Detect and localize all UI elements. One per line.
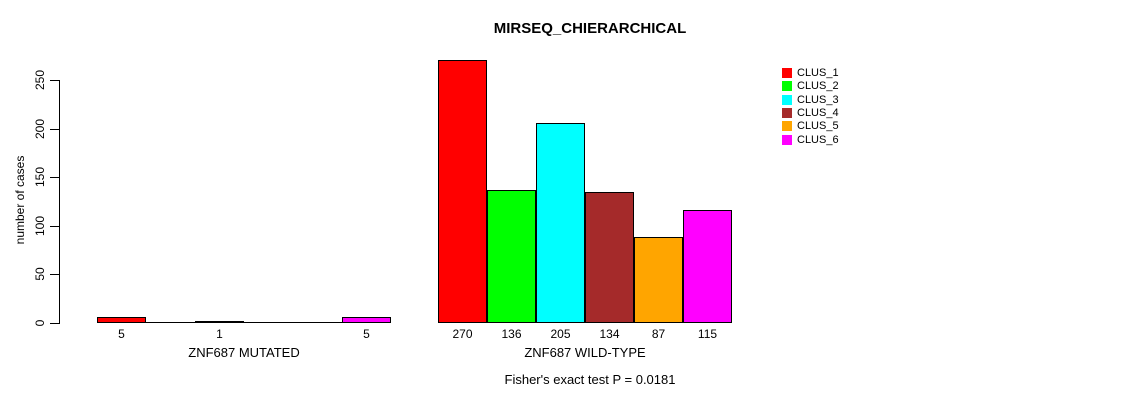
legend-swatch-clus-4 — [782, 108, 792, 118]
legend-item-clus-5: CLUS_5 — [782, 119, 839, 133]
y-tick-label-150: 150 — [33, 166, 47, 188]
bar-wild-type-clus-4 — [585, 192, 634, 323]
y-tick-100 — [50, 226, 59, 227]
y-tick-label-250: 250 — [33, 69, 47, 91]
legend-label-clus-5: CLUS_5 — [797, 120, 839, 132]
y-tick-label-200: 200 — [33, 118, 47, 140]
bar-count-wild-type-clus-4: 134 — [599, 327, 620, 341]
bar-count-wild-type-clus-3: 205 — [550, 327, 571, 341]
y-tick-label-50: 50 — [33, 267, 47, 281]
legend-swatch-clus-3 — [782, 95, 792, 105]
y-tick-150 — [50, 177, 59, 178]
legend-label-clus-3: CLUS_3 — [797, 94, 839, 106]
bar-count-wild-type-clus-1: 270 — [452, 327, 473, 341]
legend-label-clus-2: CLUS_2 — [797, 80, 839, 92]
legend-label-clus-1: CLUS_1 — [797, 67, 839, 79]
legend-item-clus-4: CLUS_4 — [782, 106, 839, 120]
chart-title: MIRSEQ_CHIERARCHICAL — [493, 20, 687, 37]
bar-count-mutated-clus-3: 1 — [216, 327, 223, 341]
bar-wild-type-clus-3 — [536, 123, 585, 323]
y-tick-0 — [50, 323, 59, 324]
stat-test-note: Fisher's exact test P = 0.0181 — [504, 372, 676, 387]
y-tick-250 — [50, 80, 59, 81]
legend-swatch-clus-1 — [782, 68, 792, 78]
bar-count-mutated-clus-6: 5 — [363, 327, 370, 341]
bar-count-wild-type-clus-5: 87 — [651, 327, 666, 341]
group-label-mutated: ZNF687 MUTATED — [188, 345, 300, 360]
legend-item-clus-3: CLUS_3 — [782, 93, 839, 107]
y-axis-line — [59, 80, 60, 324]
y-tick-label-0: 0 — [33, 319, 47, 327]
bar-mutated-clus-1 — [97, 317, 146, 323]
legend-swatch-clus-5 — [782, 121, 792, 131]
bar-wild-type-clus-1 — [438, 60, 487, 323]
baseline-mutated — [97, 322, 391, 323]
y-tick-200 — [50, 129, 59, 130]
y-axis-label: number of cases — [13, 155, 27, 245]
bar-count-wild-type-clus-2: 136 — [501, 327, 522, 341]
bar-mutated-clus-6 — [342, 317, 391, 323]
bar-wild-type-clus-2 — [487, 190, 536, 323]
legend-label-clus-4: CLUS_4 — [797, 107, 839, 119]
legend-swatch-clus-2 — [782, 81, 792, 91]
y-tick-50 — [50, 274, 59, 275]
bar-count-wild-type-clus-6: 115 — [697, 327, 718, 341]
bar-wild-type-clus-6 — [683, 210, 732, 323]
legend-item-clus-2: CLUS_2 — [782, 79, 839, 93]
bar-mutated-clus-3 — [195, 321, 244, 323]
legend-item-clus-1: CLUS_1 — [782, 66, 839, 80]
legend-item-clus-6: CLUS_6 — [782, 133, 839, 147]
bar-wild-type-clus-5 — [634, 237, 683, 323]
legend-swatch-clus-6 — [782, 135, 792, 145]
y-tick-label-100: 100 — [33, 215, 47, 237]
legend-label-clus-6: CLUS_6 — [797, 134, 839, 146]
group-label-wild-type: ZNF687 WILD-TYPE — [524, 345, 646, 360]
bar-count-mutated-clus-1: 5 — [118, 327, 125, 341]
